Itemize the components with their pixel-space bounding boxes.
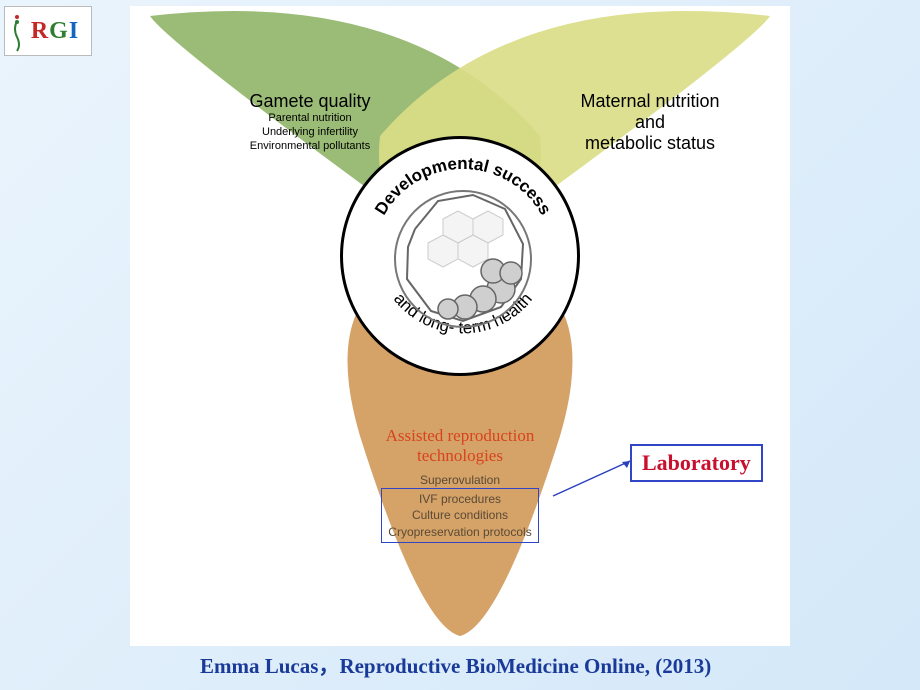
citation-author: Emma Lucas xyxy=(200,654,318,678)
arc-text-top: Developmental success xyxy=(371,154,555,218)
center-circle: Developmental success and long- term hea… xyxy=(340,136,580,376)
green-sub2: Underlying infertility xyxy=(200,126,420,140)
orange-title1: Assisted reproduction xyxy=(355,426,565,446)
diagram-area: Developmental success and long- term hea… xyxy=(130,6,790,646)
citation-journal: Reproductive BioMedicine Online, (2013) xyxy=(339,654,711,678)
laboratory-callout-box: Laboratory xyxy=(630,444,763,482)
green-sub1: Parental nutrition xyxy=(200,112,420,126)
orange-sub4: Cryopreservation protocols xyxy=(388,524,531,540)
orange-sub2: IVF procedures xyxy=(388,491,531,507)
logo-figure-icon xyxy=(9,17,25,53)
logo-text: RGI xyxy=(31,18,79,45)
green-sub3: Environmental pollutants xyxy=(200,140,420,154)
laboratory-label: Laboratory xyxy=(642,450,751,475)
logo-g: G xyxy=(49,18,69,44)
orange-title2: technologies xyxy=(355,446,565,466)
citation: Emma Lucas，Reproductive BioMedicine Onli… xyxy=(200,650,711,680)
yellow-l3: metabolic status xyxy=(540,133,760,154)
logo-box: RGI xyxy=(4,6,92,56)
orange-sub1: Superovulation xyxy=(355,472,565,488)
yellow-l1: Maternal nutrition xyxy=(540,91,760,112)
logo-i: I xyxy=(69,18,79,44)
yellow-l2: and xyxy=(540,112,760,133)
logo-r: R xyxy=(31,18,49,44)
yellow-label-block: Maternal nutrition and metabolic status xyxy=(540,91,760,154)
orange-label-block: Assisted reproduction technologies Super… xyxy=(355,426,565,543)
citation-sep: ， xyxy=(318,654,339,678)
green-label-block: Gamete quality Parental nutrition Underl… xyxy=(200,91,420,153)
green-title: Gamete quality xyxy=(200,91,420,112)
orange-sub3: Culture conditions xyxy=(388,507,531,523)
center-svg: Developmental success and long- term hea… xyxy=(343,139,583,379)
orange-inner-box: IVF procedures Culture conditions Cryopr… xyxy=(381,488,538,543)
